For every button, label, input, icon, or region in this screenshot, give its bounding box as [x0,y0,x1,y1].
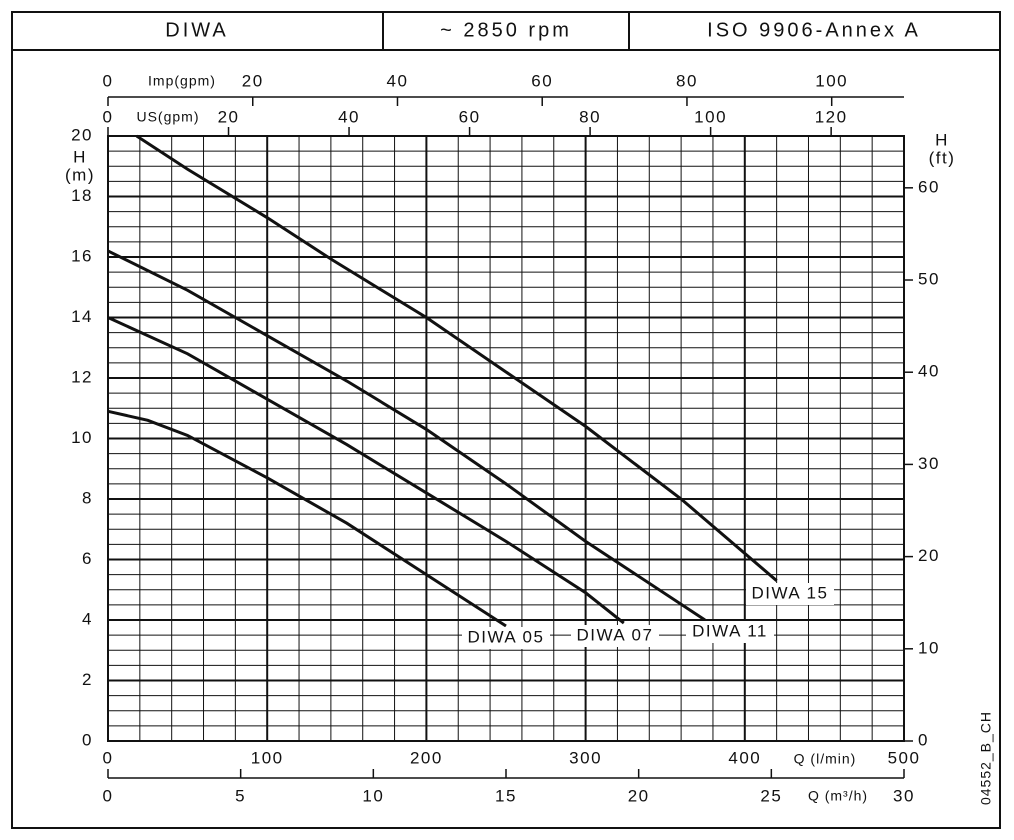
y2-tick-label: 40 [918,362,940,381]
axis-tick-label: 60 [531,71,553,90]
y-tick-label: 10 [71,428,93,447]
y-tick-label: 6 [82,549,93,568]
curve-label: DIWA 15 [752,583,829,602]
axis-tick-label: 60 [459,107,481,126]
y-tick-label: 4 [82,609,93,628]
curve-label: DIWA 11 [692,621,768,640]
axis-tick-label: 10 [362,786,384,805]
x-tick-label: 400 [728,748,761,767]
axis-label: US(gpm) [136,109,199,125]
axis-tick-label: 0 [103,107,114,126]
curve-label-bg [746,583,834,605]
axis-tick-label: 25 [760,786,782,805]
axis-label: Q (m³/h) [808,788,868,804]
curve [135,134,778,582]
curve-label-bg [686,621,774,643]
axis-tick-label: 40 [338,107,360,126]
header-cell: ISO 9906-Annex A [707,19,921,41]
y2-axis-label: H [935,130,949,149]
y-tick-label: 2 [82,670,93,689]
curve [107,409,507,628]
axis-tick-label: 15 [495,786,517,805]
axis-tick-label: 100 [815,71,848,90]
y2-tick-label: 20 [918,546,940,565]
y2-tick-label: 50 [918,269,940,288]
y2-tick-label: 10 [918,638,940,657]
x-axis-label: Q (l/min) [794,751,857,767]
y-axis-label: H [73,147,87,166]
y2-axis-label: (ft) [929,148,956,167]
y-tick-label: 8 [82,488,93,507]
y-tick-label: 18 [71,186,93,205]
axis-tick-label: 0 [103,71,114,90]
axis-tick-label: 40 [387,71,409,90]
axis-tick-label: 5 [235,786,246,805]
x-tick-label: 0 [103,748,114,767]
plot-frame [107,135,905,742]
y-tick-label: 20 [71,125,93,144]
axis-tick-label: 80 [579,107,601,126]
curve [107,316,625,625]
x-tick-label: 200 [410,748,443,767]
y2-tick-label: 60 [918,177,940,196]
axis-tick-label: 0 [103,786,114,805]
y2-tick-label: 30 [918,454,940,473]
axis-label: Imp(gpm) [148,73,216,89]
x-tick-label: 500 [888,748,921,767]
y-axis-label: (m) [65,165,95,184]
axis-tick-label: 20 [218,107,240,126]
axis-tick-label: 20 [242,71,264,90]
curve-label-bg [462,627,550,649]
y-tick-label: 0 [82,730,93,749]
header-cell: ~ 2850 rpm [440,19,572,41]
y2-tick-label: 0 [918,730,929,749]
x-tick-label: 300 [569,748,602,767]
drawing-code: 04552_B_CH [978,711,994,805]
curve-label: DIWA 05 [468,627,545,646]
header-cell: DIWA [165,19,228,41]
axis-tick-label: 100 [694,107,727,126]
axis-tick-label: 120 [815,107,848,126]
axis-tick-label: 20 [628,786,650,805]
curve-label-bg [571,625,659,647]
y-tick-label: 12 [71,367,93,386]
outer-frame [11,11,1001,829]
curve [107,249,706,622]
x-tick-label: 100 [251,748,284,767]
curve-label: DIWA 07 [577,625,654,644]
axis-tick-label: 30 [893,786,915,805]
y-tick-label: 14 [71,307,93,326]
y-tick-label: 16 [71,246,93,265]
axis-tick-label: 80 [676,71,698,90]
